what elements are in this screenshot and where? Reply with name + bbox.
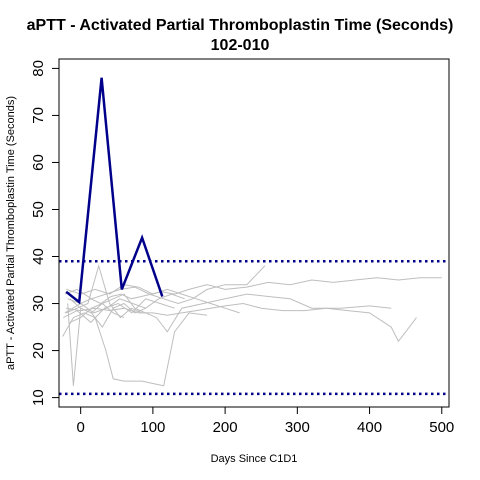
series-line-background [64,277,442,314]
x-tick-label: 0 [76,419,84,436]
x-tick-label: 500 [429,419,454,436]
x-tick-label: 100 [140,419,165,436]
chart-title: aPTT - Activated Partial Thromboplastin … [27,17,454,34]
y-tick-label: 10 [30,389,47,406]
series-line-background [64,265,266,305]
x-tick-label: 300 [285,419,310,436]
x-tick-label: 400 [357,419,382,436]
y-tick-label: 50 [30,201,47,218]
y-tick-label: 30 [30,295,47,312]
series-line-background [63,298,175,324]
y-tick-label: 70 [30,107,47,124]
y-axis: 10 20 30 40 50 60 70 80 [30,60,60,406]
series-line-background [69,293,392,333]
chart-subtitle: 102-010 [211,37,270,54]
x-axis: 0 100 200 300 400 500 [76,406,454,436]
series-line-highlight [65,77,164,305]
series-line-background [66,284,240,314]
y-axis-label: aPTT - Activated Partial Thromboplastin … [5,96,17,370]
series-line-background [67,302,146,386]
plot-area [59,77,449,396]
y-tick-label: 40 [30,248,47,265]
series-line-background [66,302,417,343]
series-line-background [67,293,185,314]
y-tick-label: 20 [30,342,47,359]
x-tick-label: 200 [213,419,238,436]
x-axis-label: Days Since C1D1 [211,453,298,465]
y-tick-label: 60 [30,154,47,171]
y-tick-label: 80 [30,60,47,77]
series-line-background [69,302,125,323]
series-line-background [62,312,208,387]
